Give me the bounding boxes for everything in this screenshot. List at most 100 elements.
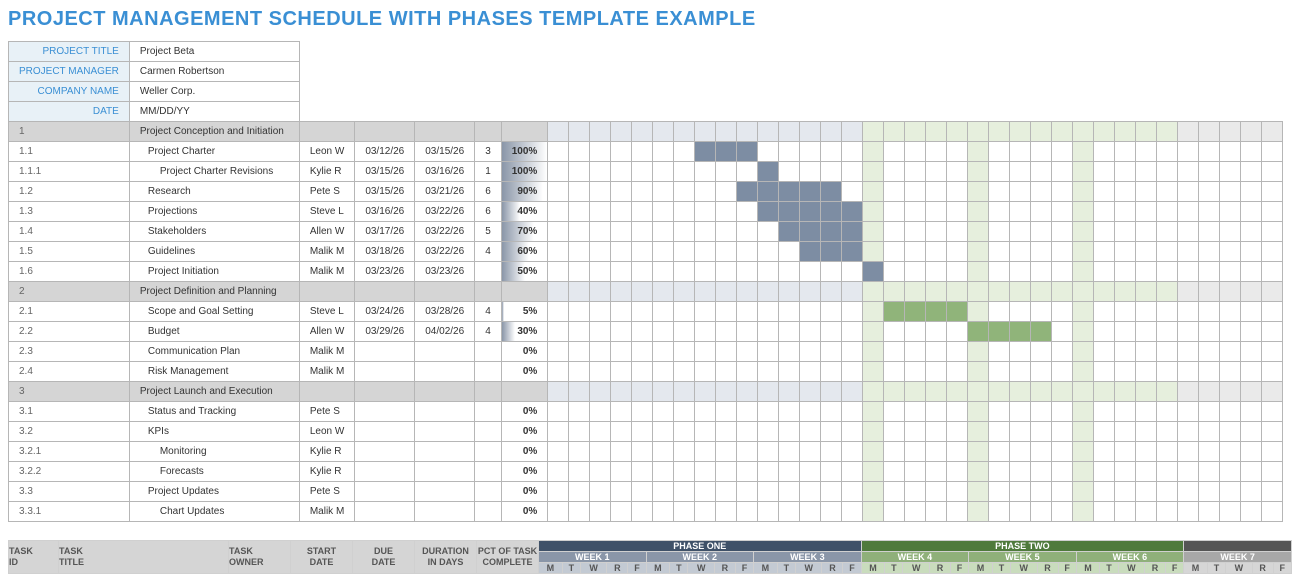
timeline-cell[interactable] — [905, 322, 926, 342]
timeline-cell[interactable] — [1157, 382, 1178, 402]
task-dur-cell[interactable]: 4 — [475, 322, 502, 342]
task-pct-cell[interactable]: 100% — [501, 162, 548, 182]
timeline-cell[interactable] — [1052, 202, 1073, 222]
task-id-cell[interactable]: 2.1 — [9, 302, 130, 322]
timeline-cell[interactable] — [695, 322, 716, 342]
timeline-cell[interactable] — [1073, 222, 1094, 242]
timeline-cell[interactable] — [1199, 462, 1220, 482]
timeline-cell[interactable] — [1220, 242, 1241, 262]
timeline-cell[interactable] — [737, 482, 758, 502]
timeline-cell[interactable] — [695, 282, 716, 302]
timeline-cell[interactable] — [1073, 302, 1094, 322]
timeline-cell[interactable] — [1220, 122, 1241, 142]
timeline-cell[interactable] — [632, 162, 653, 182]
timeline-cell[interactable] — [569, 262, 590, 282]
timeline-cell[interactable] — [1136, 342, 1157, 362]
task-owner-cell[interactable]: Malik M — [299, 242, 354, 262]
timeline-cell[interactable] — [863, 202, 884, 222]
timeline-cell[interactable] — [758, 162, 779, 182]
timeline-cell[interactable] — [821, 242, 842, 262]
timeline-cell[interactable] — [905, 282, 926, 302]
timeline-cell[interactable] — [611, 322, 632, 342]
task-dur-cell[interactable]: 6 — [475, 182, 502, 202]
timeline-cell[interactable] — [1052, 462, 1073, 482]
timeline-cell[interactable] — [653, 382, 674, 402]
meta-value-date[interactable]: MM/DD/YY — [129, 102, 299, 122]
timeline-cell[interactable] — [821, 342, 842, 362]
timeline-cell[interactable] — [569, 242, 590, 262]
timeline-cell[interactable] — [716, 442, 737, 462]
timeline-cell[interactable] — [716, 142, 737, 162]
timeline-cell[interactable] — [863, 182, 884, 202]
timeline-cell[interactable] — [989, 142, 1010, 162]
task-pct-cell[interactable] — [501, 122, 548, 142]
timeline-cell[interactable] — [1220, 222, 1241, 242]
task-title-cell[interactable]: Project Charter Revisions — [129, 162, 299, 182]
timeline-cell[interactable] — [821, 182, 842, 202]
timeline-cell[interactable] — [947, 222, 968, 242]
task-id-cell[interactable]: 3.3.1 — [9, 502, 130, 522]
timeline-cell[interactable] — [968, 342, 989, 362]
timeline-cell[interactable] — [548, 422, 569, 442]
timeline-cell[interactable] — [695, 202, 716, 222]
timeline-cell[interactable] — [569, 142, 590, 162]
timeline-cell[interactable] — [653, 242, 674, 262]
timeline-cell[interactable] — [1052, 182, 1073, 202]
timeline-cell[interactable] — [548, 402, 569, 422]
timeline-cell[interactable] — [548, 122, 569, 142]
timeline-cell[interactable] — [842, 202, 863, 222]
task-pct-cell[interactable]: 0% — [501, 442, 548, 462]
timeline-cell[interactable] — [779, 202, 800, 222]
timeline-cell[interactable] — [821, 502, 842, 522]
timeline-cell[interactable] — [1220, 142, 1241, 162]
task-title-cell[interactable]: Project Initiation — [129, 262, 299, 282]
timeline-cell[interactable] — [989, 402, 1010, 422]
timeline-cell[interactable] — [1220, 202, 1241, 222]
timeline-cell[interactable] — [1094, 222, 1115, 242]
timeline-cell[interactable] — [905, 242, 926, 262]
timeline-cell[interactable] — [968, 442, 989, 462]
timeline-cell[interactable] — [758, 402, 779, 422]
timeline-cell[interactable] — [800, 122, 821, 142]
timeline-cell[interactable] — [1178, 302, 1199, 322]
timeline-cell[interactable] — [737, 362, 758, 382]
timeline-cell[interactable] — [1031, 202, 1052, 222]
timeline-cell[interactable] — [653, 442, 674, 462]
timeline-cell[interactable] — [1115, 342, 1136, 362]
task-due-cell[interactable] — [415, 122, 475, 142]
timeline-cell[interactable] — [884, 122, 905, 142]
timeline-cell[interactable] — [800, 162, 821, 182]
timeline-cell[interactable] — [863, 402, 884, 422]
timeline-cell[interactable] — [737, 402, 758, 422]
timeline-cell[interactable] — [1157, 222, 1178, 242]
timeline-cell[interactable] — [905, 262, 926, 282]
timeline-cell[interactable] — [842, 122, 863, 142]
timeline-cell[interactable] — [758, 462, 779, 482]
timeline-cell[interactable] — [821, 482, 842, 502]
timeline-cell[interactable] — [737, 282, 758, 302]
timeline-cell[interactable] — [863, 422, 884, 442]
task-owner-cell[interactable]: Steve L — [299, 202, 354, 222]
timeline-cell[interactable] — [674, 402, 695, 422]
timeline-cell[interactable] — [800, 242, 821, 262]
timeline-cell[interactable] — [1157, 362, 1178, 382]
timeline-cell[interactable] — [632, 382, 653, 402]
timeline-cell[interactable] — [863, 302, 884, 322]
task-dur-cell[interactable] — [475, 282, 502, 302]
timeline-cell[interactable] — [590, 122, 611, 142]
timeline-cell[interactable] — [884, 442, 905, 462]
timeline-cell[interactable] — [653, 282, 674, 302]
timeline-cell[interactable] — [758, 182, 779, 202]
timeline-cell[interactable] — [779, 162, 800, 182]
task-due-cell[interactable]: 03/15/26 — [415, 142, 475, 162]
timeline-cell[interactable] — [800, 222, 821, 242]
timeline-cell[interactable] — [989, 282, 1010, 302]
timeline-cell[interactable] — [653, 482, 674, 502]
timeline-cell[interactable] — [1157, 322, 1178, 342]
timeline-cell[interactable] — [1115, 382, 1136, 402]
timeline-cell[interactable] — [989, 162, 1010, 182]
timeline-cell[interactable] — [1031, 162, 1052, 182]
timeline-cell[interactable] — [737, 222, 758, 242]
timeline-cell[interactable] — [1241, 242, 1262, 262]
task-start-cell[interactable] — [355, 282, 415, 302]
